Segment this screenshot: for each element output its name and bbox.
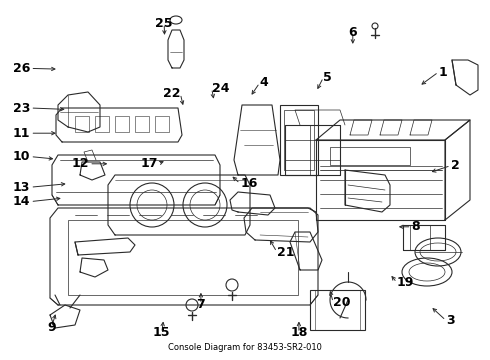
Text: 10: 10 [13, 150, 30, 163]
Bar [155, 116, 169, 132]
Text: 5: 5 [323, 71, 332, 84]
Text: 19: 19 [397, 276, 414, 289]
Text: 11: 11 [13, 127, 30, 140]
Bar [280, 105, 318, 175]
Bar [68, 220, 298, 295]
Text: 17: 17 [140, 157, 158, 170]
Text: 6: 6 [348, 26, 357, 39]
Text: 3: 3 [446, 314, 455, 327]
Bar [330, 147, 410, 165]
Text: 24: 24 [212, 82, 229, 95]
Text: 4: 4 [260, 76, 269, 89]
Text: 7: 7 [196, 298, 205, 311]
Text: 9: 9 [47, 321, 56, 334]
Circle shape [372, 23, 378, 29]
Text: 13: 13 [13, 181, 30, 194]
Text: 20: 20 [333, 296, 351, 309]
Text: 14: 14 [13, 195, 30, 208]
Bar [135, 116, 149, 132]
Bar [284, 110, 314, 170]
Text: 21: 21 [277, 246, 294, 258]
Text: 8: 8 [412, 220, 420, 233]
Bar [310, 290, 365, 330]
Text: 15: 15 [153, 327, 171, 339]
Text: 1: 1 [439, 66, 447, 78]
Bar [115, 116, 129, 132]
Text: Console Diagram for 83453-SR2-010: Console Diagram for 83453-SR2-010 [168, 343, 322, 352]
Text: 2: 2 [451, 159, 460, 172]
Text: 12: 12 [72, 157, 89, 170]
Bar [75, 116, 89, 132]
Text: 26: 26 [13, 62, 30, 75]
Text: 23: 23 [13, 102, 30, 114]
Bar [95, 116, 109, 132]
Text: 16: 16 [240, 177, 257, 190]
Text: 18: 18 [290, 327, 308, 339]
Text: 25: 25 [155, 17, 173, 30]
Text: 22: 22 [163, 87, 180, 100]
